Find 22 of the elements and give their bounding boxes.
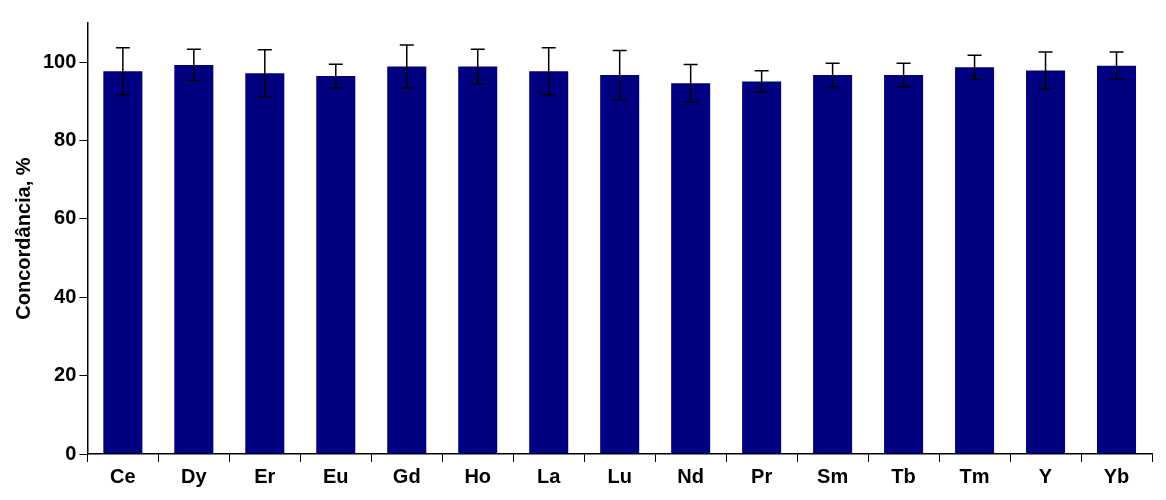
y-tick-label: 60	[54, 206, 77, 229]
x-tick-label: Tm	[959, 464, 990, 487]
x-tick-label: Dy	[181, 464, 208, 487]
y-tick-label: 100	[42, 49, 77, 72]
x-tick-label: Sm	[817, 464, 849, 487]
x-tick-label: Eu	[323, 464, 349, 487]
x-tick-label: Nd	[677, 464, 704, 487]
x-tick-label: Pr	[751, 464, 773, 487]
y-axis-title: Concordância, %	[11, 157, 34, 320]
x-tick-label: Ho	[464, 464, 492, 487]
y-tick-label: 20	[54, 363, 77, 386]
x-tick-label: Yb	[1103, 464, 1130, 487]
y-tick-label: 0	[65, 441, 77, 464]
x-tick-label: Gd	[392, 464, 421, 487]
x-tick-label: Lu	[607, 464, 632, 487]
y-tick-label: 80	[54, 128, 77, 151]
x-tick-label: Er	[254, 464, 276, 487]
x-tick-label: Y	[1038, 464, 1053, 487]
x-tick-label: Tb	[891, 464, 916, 487]
x-tick-label: Ce	[110, 464, 136, 487]
x-tick-label: La	[537, 464, 562, 487]
y-tick-label: 40	[54, 284, 77, 307]
